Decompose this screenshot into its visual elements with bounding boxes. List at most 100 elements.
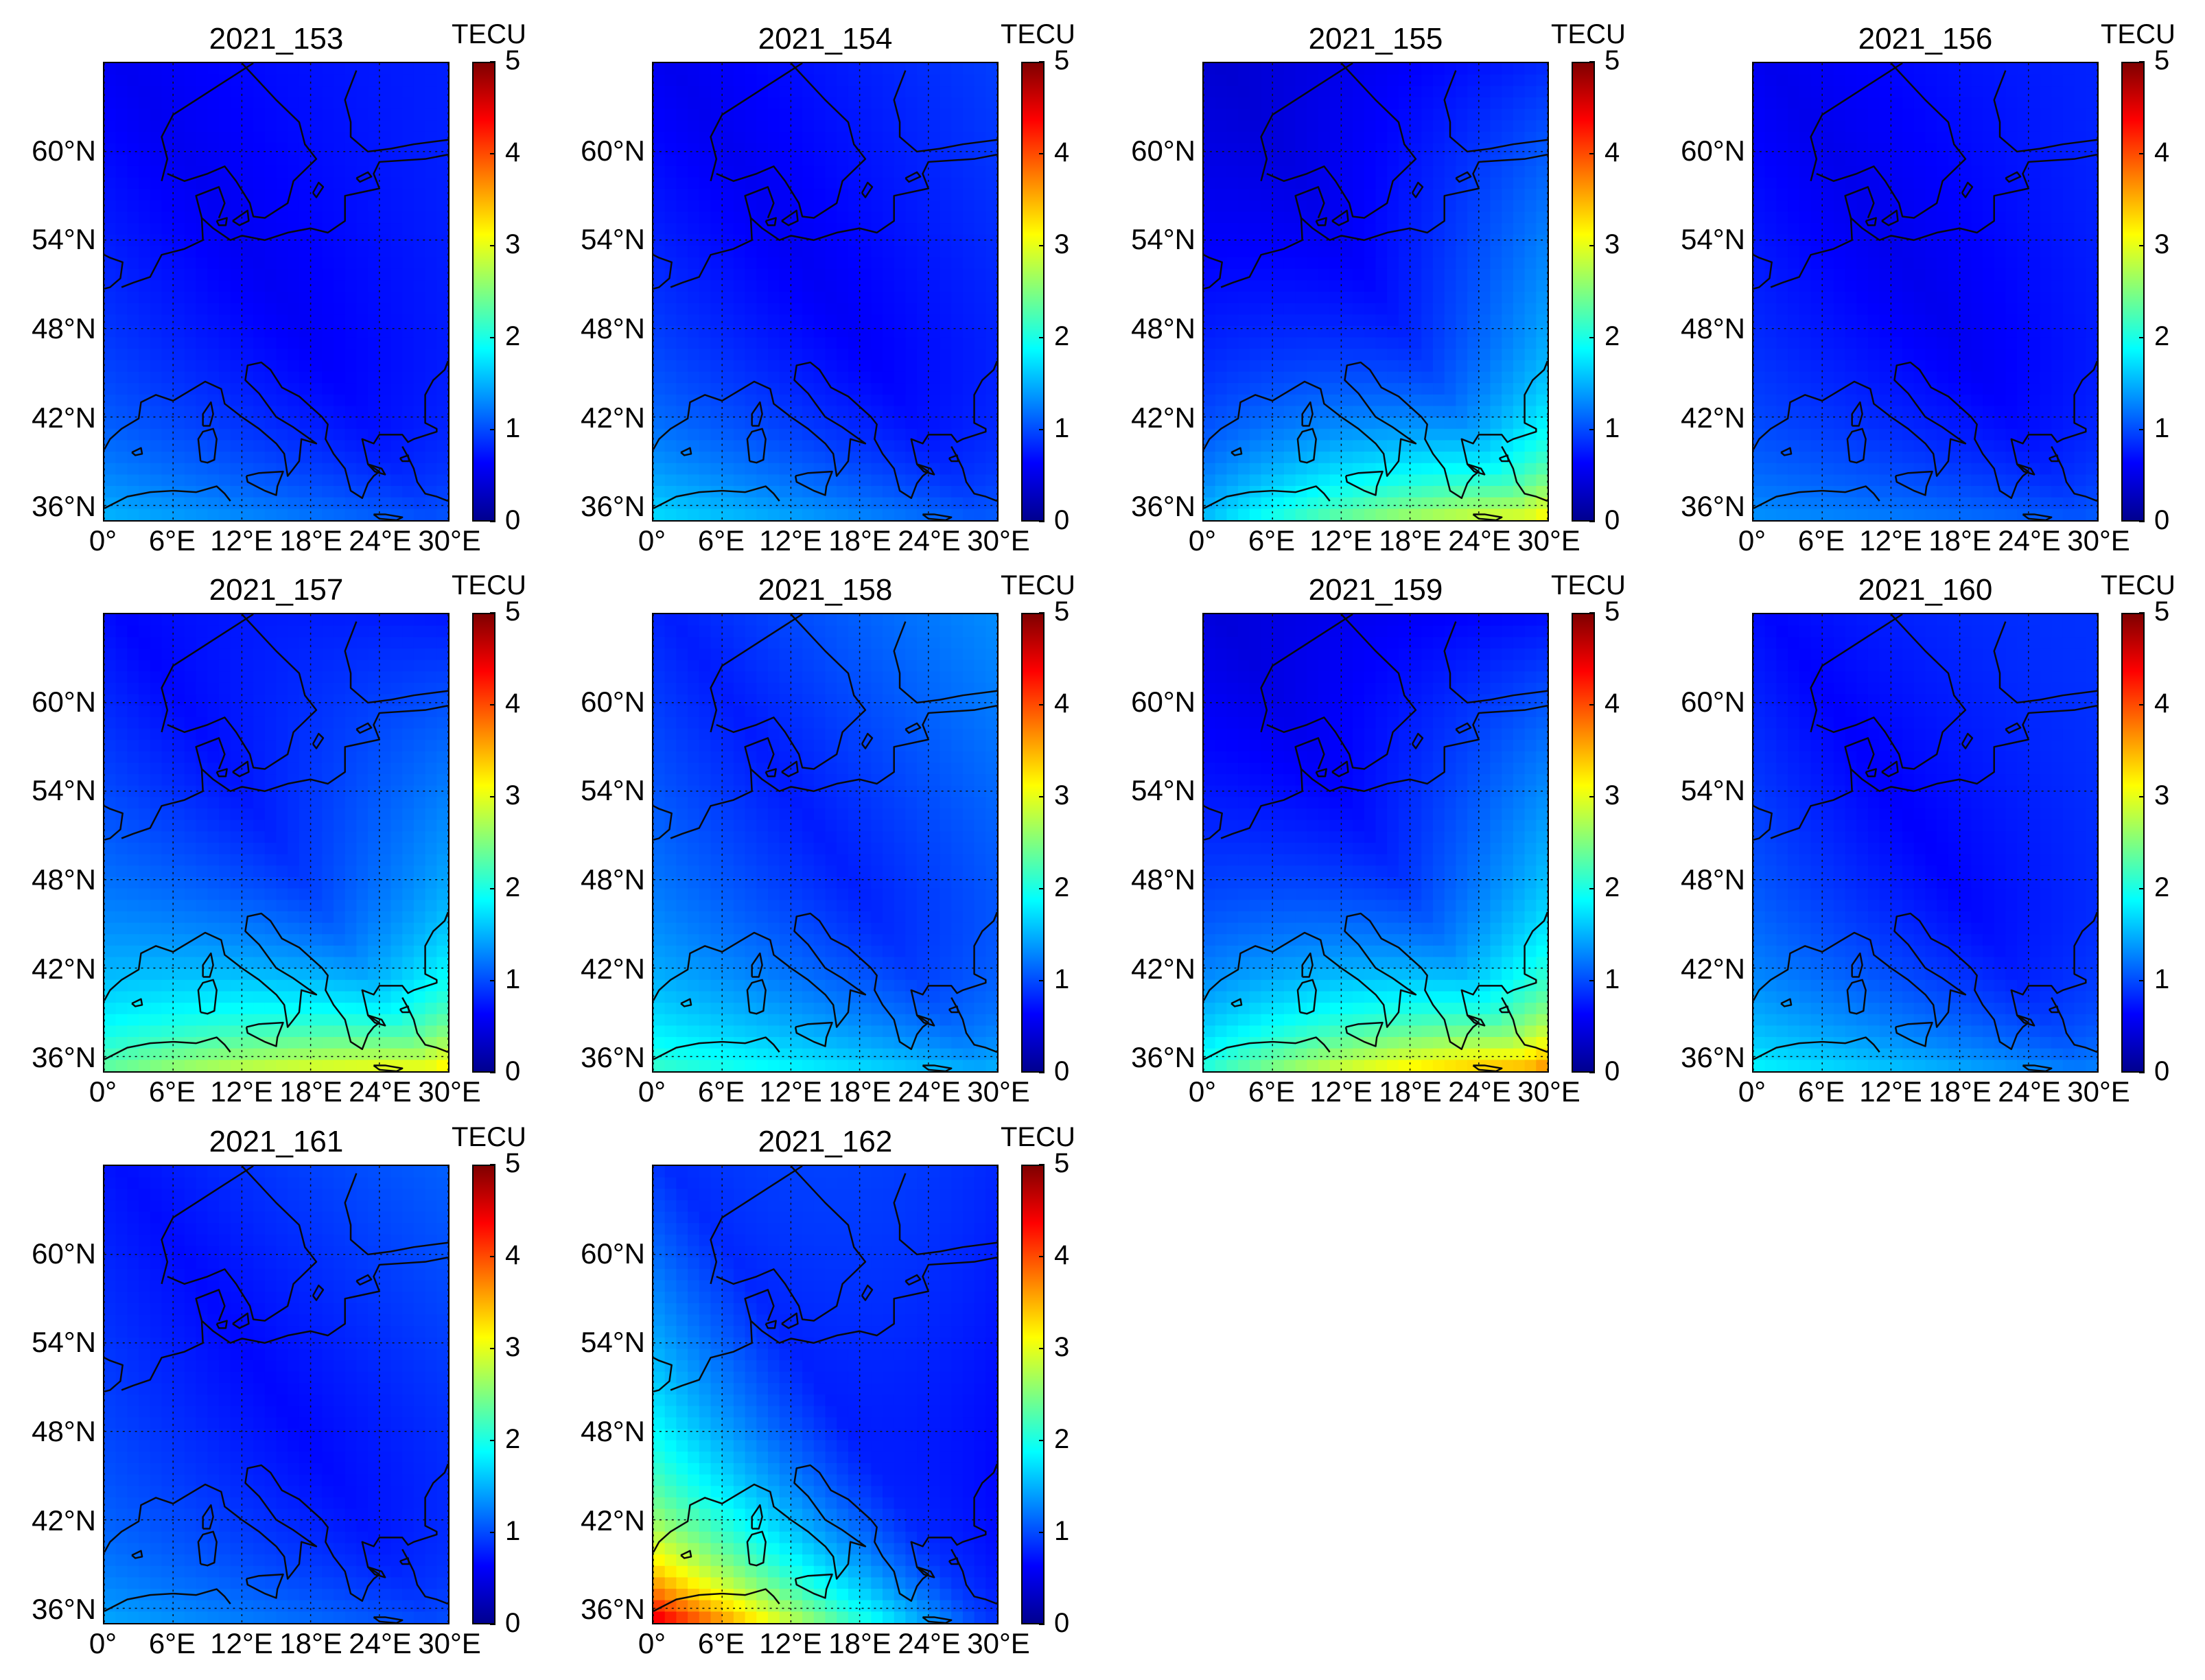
lat-tick-label: 60°N — [1131, 685, 1195, 718]
colorbar-tick — [2139, 153, 2145, 154]
lon-tick-label: 18°E — [828, 1627, 891, 1659]
colorbar-tick-label: 4 — [2154, 137, 2170, 167]
lon-tick-label: 30°E — [1517, 524, 1580, 557]
colorbar-tick-label: 2 — [1054, 872, 1070, 902]
tec-map — [103, 62, 450, 522]
lat-tick-label: 54°N — [581, 774, 645, 807]
colorbar — [1021, 1165, 1045, 1624]
lon-tick-label: 0° — [638, 524, 666, 557]
colorbar-tick — [2139, 1072, 2145, 1073]
lon-tick-label: 18°E — [1928, 524, 1992, 557]
colorbar-tick-label: 2 — [1054, 1424, 1070, 1454]
colorbar-unit-label: TECU — [452, 570, 526, 600]
lon-tick-label: 24°E — [1998, 524, 2061, 557]
colorbar-tick — [490, 1532, 495, 1533]
coastlines — [1204, 63, 1548, 520]
tec-field — [653, 63, 997, 520]
lat-tick-label: 36°N — [32, 1593, 96, 1626]
panel-title: 2021_155 — [1308, 22, 1443, 56]
colorbar-tick — [2139, 61, 2145, 62]
colorbar-unit-label: TECU — [1551, 19, 1626, 49]
lat-tick-label: 54°N — [1681, 774, 1745, 807]
graticule — [104, 1166, 448, 1623]
colorbar-tick-label: 3 — [2154, 229, 2170, 259]
colorbar-tick-label: 3 — [505, 229, 521, 259]
colorbar-tick — [490, 980, 495, 981]
colorbar-tick-label: 0 — [505, 1608, 521, 1638]
colorbar — [2121, 613, 2145, 1073]
lat-tick-label: 36°N — [32, 1041, 96, 1074]
colorbar-tick-label: 1 — [505, 1516, 521, 1546]
colorbar-tick-label: 0 — [1605, 505, 1620, 535]
lon-tick-label: 0° — [638, 1075, 666, 1108]
lat-tick-label: 42°N — [1681, 401, 1745, 434]
tec-map — [1752, 62, 2099, 522]
lat-tick-label: 48°N — [1131, 312, 1195, 345]
coastlines — [1204, 614, 1548, 1071]
coastlines — [104, 63, 448, 520]
lat-tick-label: 36°N — [581, 490, 645, 523]
colorbar-tick — [1039, 1532, 1045, 1533]
lon-tick-label: 0° — [1738, 1075, 1766, 1108]
tec-map — [1752, 613, 2099, 1073]
colorbar-tick — [1039, 1440, 1045, 1441]
colorbar-tick — [1039, 1164, 1045, 1165]
colorbar-tick — [1039, 1348, 1045, 1349]
colorbar-tick-label: 2 — [505, 872, 521, 902]
lat-tick-label: 60°N — [1681, 685, 1745, 718]
colorbar-tick-label: 2 — [505, 1424, 521, 1454]
lon-tick-label: 6°E — [148, 1627, 196, 1659]
lat-tick-label: 60°N — [32, 134, 96, 167]
colorbar-tick-label: 1 — [2154, 964, 2170, 994]
lon-tick-label: 30°E — [418, 1075, 481, 1108]
colorbar-tick — [2139, 429, 2145, 430]
lat-tick-label: 54°N — [1681, 223, 1745, 256]
lat-tick-label: 48°N — [32, 1415, 96, 1448]
colorbar-tick — [490, 521, 495, 522]
panel-title: 2021_158 — [758, 573, 893, 607]
lon-tick-label: 0° — [89, 1627, 117, 1659]
lon-tick-label: 6°E — [697, 1627, 745, 1659]
tec-map — [652, 613, 999, 1073]
colorbar-unit-label: TECU — [452, 1122, 526, 1152]
tec-field-svg — [104, 614, 448, 1071]
colorbar-tick — [2139, 521, 2145, 522]
coastlines — [1753, 63, 2097, 520]
colorbar-tick — [490, 1072, 495, 1073]
lat-tick-label: 36°N — [581, 1593, 645, 1626]
colorbar-tick — [1589, 704, 1595, 705]
tec-field-svg — [1204, 63, 1548, 520]
colorbar-tick-label: 4 — [1605, 688, 1620, 719]
lat-tick-label: 60°N — [32, 1237, 96, 1270]
lon-tick-label: 18°E — [279, 524, 342, 557]
colorbar-tick — [490, 1256, 495, 1257]
lat-tick-label: 36°N — [32, 490, 96, 523]
colorbar-tick — [1589, 796, 1595, 797]
lon-tick-label: 30°E — [967, 1075, 1030, 1108]
lat-tick-label: 42°N — [1681, 952, 1745, 985]
panel-title: 2021_153 — [209, 22, 344, 56]
lat-tick-label: 54°N — [32, 1326, 96, 1359]
colorbar-tick — [490, 704, 495, 705]
lon-tick-label: 24°E — [1448, 524, 1511, 557]
colorbar-tick — [1589, 521, 1595, 522]
lon-tick-label: 6°E — [697, 1075, 745, 1108]
colorbar-tick — [1589, 612, 1595, 614]
colorbar-tick-label: 1 — [505, 413, 521, 443]
colorbar-tick — [490, 1348, 495, 1349]
colorbar-tick-label: 4 — [2154, 688, 2170, 719]
colorbar — [472, 62, 495, 522]
tec-field-svg — [653, 1166, 997, 1623]
colorbar-tick — [1589, 337, 1595, 338]
lat-tick-label: 54°N — [32, 774, 96, 807]
colorbar — [1572, 613, 1595, 1073]
colorbar-tick — [1589, 888, 1595, 889]
lon-tick-label: 12°E — [210, 1075, 273, 1108]
colorbar-tick-label: 4 — [1054, 137, 1070, 167]
lat-tick-label: 54°N — [581, 1326, 645, 1359]
colorbar-tick-label: 5 — [2154, 596, 2170, 627]
colorbar-tick-label: 3 — [1054, 780, 1070, 810]
colorbar-tick-label: 0 — [2154, 505, 2170, 535]
lat-tick-label: 48°N — [1681, 312, 1745, 345]
